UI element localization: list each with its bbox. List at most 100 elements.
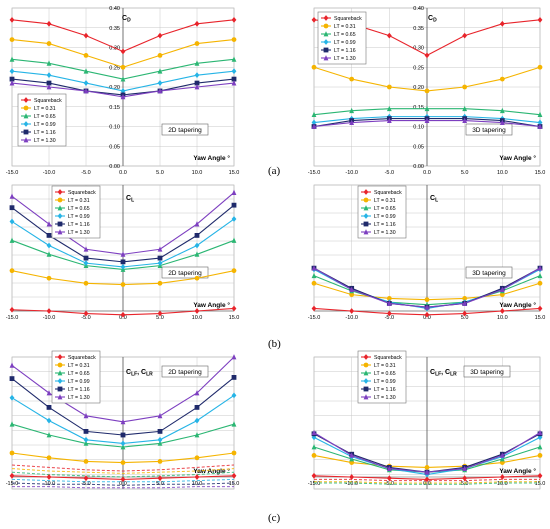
data-point (120, 418, 126, 425)
legend-marker (23, 137, 29, 143)
data-point (311, 119, 317, 126)
legend-marker (57, 213, 63, 219)
x-tick-label: 10.0 (497, 481, 508, 487)
data-point (311, 472, 317, 479)
data-point (194, 405, 200, 410)
data-point (462, 300, 468, 306)
data-point (311, 272, 317, 279)
data-point (46, 308, 52, 314)
data-point (231, 37, 237, 42)
legend-label: LT = 1.30 (68, 395, 90, 401)
data-point (9, 306, 15, 313)
data-point (499, 452, 505, 458)
x-tick-label: -5.0 (385, 315, 394, 321)
data-point (499, 20, 505, 27)
x-tick-label: 15.0 (535, 315, 546, 321)
data-point (424, 469, 430, 475)
x-tick-label: -5.0 (81, 170, 90, 176)
legend-marker (323, 15, 329, 21)
legend-marker (23, 105, 29, 111)
data-point (194, 84, 200, 90)
data-point (386, 310, 392, 317)
data-point (424, 297, 430, 303)
data-point (46, 72, 52, 79)
data-point (157, 80, 163, 86)
data-point (194, 242, 200, 249)
chart-panel-a-2d: 0.00 0.05 0.10 0.15 0.20 0.25 0.30 0.35 0.40 -15.… (6, 6, 240, 176)
legend-label: Squareback (374, 355, 402, 361)
data-point (83, 429, 89, 434)
row-label-b: (b) (268, 338, 281, 350)
legend-marker (57, 394, 63, 400)
x-tick-label: -15.0 (308, 170, 321, 176)
data-point (194, 251, 200, 257)
legend-marker (363, 205, 369, 211)
data-point (386, 84, 392, 90)
data-point (46, 455, 52, 461)
data-point (120, 460, 126, 465)
legend-marker (57, 362, 63, 368)
x-tick-label: -15.0 (6, 170, 19, 176)
x-tick-label: -10.0 (345, 315, 358, 321)
data-point (424, 465, 430, 470)
x-tick-label: 10.0 (497, 170, 508, 176)
legend-label: Squareback (334, 16, 362, 22)
coefficient-label: CLF, CLR (126, 369, 153, 378)
data-point (157, 475, 163, 482)
data-point (424, 105, 430, 112)
x-tick-label: -10.0 (345, 170, 358, 176)
data-point (9, 205, 15, 211)
data-point (311, 64, 317, 70)
data-point (499, 119, 505, 125)
data-point (194, 80, 200, 86)
data-point (46, 417, 52, 424)
legend-marker (323, 23, 329, 29)
data-point (386, 465, 392, 471)
data-point (194, 72, 200, 79)
legend-marker (363, 386, 369, 392)
data-point (231, 76, 237, 82)
data-point (349, 292, 355, 298)
data-point (120, 259, 126, 265)
data-point (83, 68, 89, 74)
x-tick-label: -15.0 (6, 481, 19, 487)
y-tick-label: 0.00 (109, 164, 120, 170)
data-point (157, 53, 163, 58)
legend-marker (323, 47, 329, 53)
data-point (120, 48, 126, 55)
data-point (157, 412, 163, 419)
x-tick-label: 5.0 (461, 315, 469, 321)
legend-label: LT = 0.31 (68, 363, 90, 369)
data-point (499, 76, 505, 82)
data-point (9, 268, 15, 274)
tapering-tag: 3D tapering (472, 270, 506, 277)
data-point (120, 264, 126, 270)
legend-label: LT = 1.30 (374, 395, 396, 401)
data-point (311, 305, 317, 312)
legend-marker (57, 197, 63, 203)
y-tick-label: 0.15 (413, 105, 424, 111)
data-point (311, 444, 317, 450)
data-point (231, 80, 237, 86)
legend-marker (57, 378, 63, 384)
data-point (83, 459, 89, 464)
legend-label: LT = 1.16 (34, 130, 56, 136)
data-point (462, 475, 468, 482)
data-point (83, 246, 89, 252)
legend-label: Squareback (374, 190, 402, 196)
data-point (349, 452, 355, 458)
tapering-tag: 3D tapering (470, 369, 504, 376)
data-point (9, 362, 15, 368)
legend: Squareback LT = 0.31 LT = 0.65 LT = 0.99 LT … (357, 350, 407, 404)
legend-marker (363, 378, 369, 384)
legend-label: LT = 0.65 (68, 206, 90, 212)
data-point (83, 440, 89, 446)
data-point (311, 123, 317, 129)
data-point (537, 64, 543, 70)
legend-marker (23, 121, 29, 127)
dashed-series-line (11, 468, 235, 474)
legend-marker (323, 39, 329, 45)
data-point (120, 88, 126, 94)
legend-marker (57, 229, 63, 235)
data-point (120, 64, 126, 70)
